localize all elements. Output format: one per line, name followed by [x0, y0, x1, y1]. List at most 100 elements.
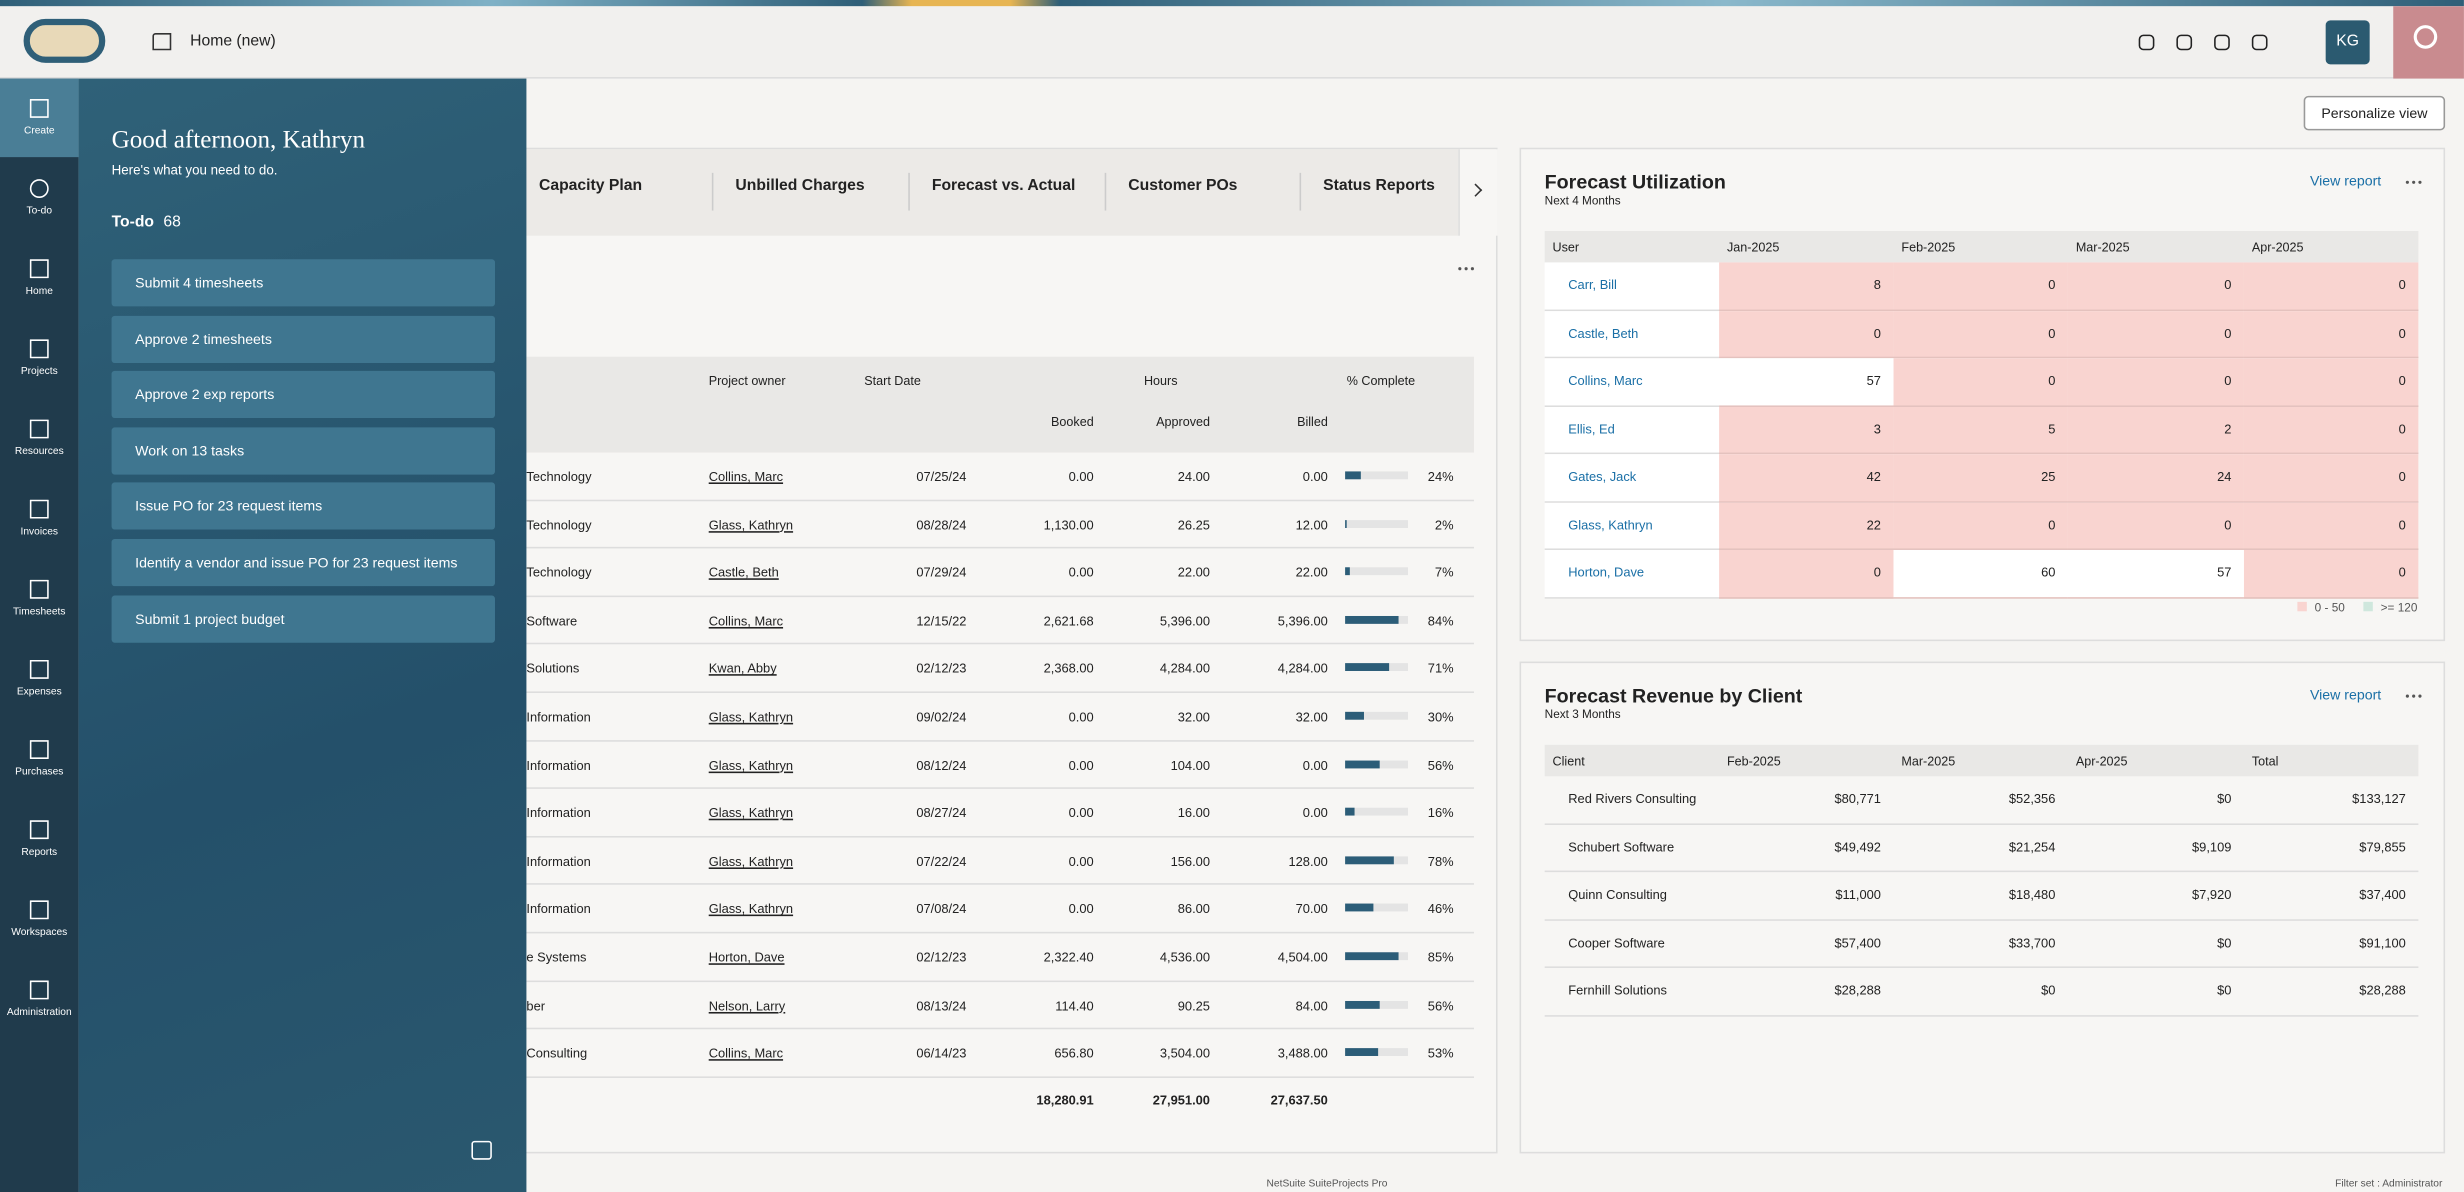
- menu-dot[interactable]: [2412, 694, 2416, 699]
- nav-icon[interactable]: [29, 820, 49, 840]
- project-name[interactable]: Technology: [526, 565, 592, 581]
- tabs-next[interactable]: [1458, 149, 1498, 236]
- project-owner[interactable]: Collins, Marc: [708, 1046, 784, 1061]
- project-owner[interactable]: Glass, Kathryn: [708, 806, 794, 821]
- view-report-link[interactable]: View report: [2309, 686, 2382, 703]
- project-name[interactable]: Information: [526, 854, 591, 869]
- project-name[interactable]: Information: [526, 758, 591, 773]
- project-name[interactable]: Information: [526, 902, 591, 917]
- nav-label[interactable]: Reports: [21, 846, 58, 858]
- nav-label[interactable]: To-do: [26, 205, 53, 217]
- tab[interactable]: Capacity Plan: [538, 177, 643, 195]
- nav-label[interactable]: Projects: [20, 366, 58, 378]
- project-name[interactable]: Technology: [526, 517, 592, 533]
- nav-label[interactable]: Home: [25, 285, 53, 297]
- nav-icon[interactable]: [29, 740, 49, 759]
- project-owner[interactable]: Glass, Kathryn: [708, 710, 794, 725]
- avatar[interactable]: KG: [2325, 20, 2370, 65]
- tab[interactable]: Unbilled Charges: [735, 177, 865, 195]
- todo-item[interactable]: Approve 2 exp reports: [111, 371, 495, 419]
- project-name[interactable]: Software: [526, 614, 578, 629]
- nav-label[interactable]: Invoices: [20, 526, 59, 538]
- tab[interactable]: Forecast vs. Actual: [931, 177, 1076, 195]
- project-owner[interactable]: Castle, Beth: [708, 565, 779, 581]
- todo-item[interactable]: Work on 13 tasks: [111, 427, 495, 475]
- nav-icon[interactable]: [29, 339, 49, 359]
- personalize-button[interactable]: Personalize view: [2303, 95, 2446, 131]
- nav-label[interactable]: Purchases: [15, 766, 64, 778]
- project-name[interactable]: e Systems: [526, 950, 587, 965]
- tab[interactable]: Status Reports: [1323, 177, 1435, 195]
- utilization-cell: [2067, 358, 2244, 407]
- menu-dot[interactable]: [2418, 180, 2423, 185]
- header-icon[interactable]: [2251, 34, 2268, 51]
- user-name[interactable]: Horton, Dave: [1568, 565, 1645, 580]
- nav-icon[interactable]: [29, 980, 49, 1000]
- menu-dot[interactable]: [2405, 694, 2410, 699]
- nav-icon[interactable]: [29, 579, 49, 599]
- user-name[interactable]: Collins, Marc: [1568, 373, 1643, 389]
- project-owner[interactable]: Collins, Marc: [708, 614, 784, 629]
- billed: 84.00: [1295, 998, 1328, 1013]
- todo-item[interactable]: Approve 2 timesheets: [111, 315, 495, 363]
- user-name[interactable]: Gates, Jack: [1568, 469, 1637, 484]
- project-owner[interactable]: Glass, Kathryn: [708, 854, 794, 869]
- project-name[interactable]: Solutions: [526, 662, 580, 677]
- search-icon[interactable]: [2413, 25, 2438, 49]
- todo-item[interactable]: Submit 1 project budget: [111, 594, 495, 643]
- project-name[interactable]: Consulting: [526, 1046, 588, 1061]
- todo-item[interactable]: Identify a vendor and issue PO for 23 re…: [111, 538, 495, 587]
- nav-icon[interactable]: [29, 659, 49, 679]
- nav-label[interactable]: Resources: [14, 446, 64, 458]
- project-name[interactable]: Technology: [526, 469, 592, 484]
- user-name[interactable]: Carr, Bill: [1568, 278, 1617, 293]
- user-name[interactable]: Castle, Beth: [1568, 326, 1639, 341]
- project-name[interactable]: Information: [526, 806, 591, 821]
- menu-dot[interactable]: [2418, 694, 2423, 699]
- menu-dot[interactable]: [1458, 267, 1463, 271]
- menu-dot[interactable]: [2412, 180, 2416, 185]
- project-name[interactable]: Information: [526, 710, 591, 725]
- nav-icon[interactable]: [29, 98, 49, 118]
- project-owner[interactable]: Collins, Marc: [708, 469, 784, 484]
- nav-label[interactable]: Expenses: [16, 686, 62, 698]
- header-icon[interactable]: [2176, 34, 2193, 51]
- menu-dot[interactable]: [1464, 267, 1469, 271]
- nav-icon[interactable]: [29, 900, 49, 920]
- project-owner[interactable]: Glass, Kathryn: [708, 758, 794, 773]
- project-owner[interactable]: Glass, Kathryn: [708, 902, 794, 917]
- project-owner[interactable]: Nelson, Larry: [708, 998, 786, 1013]
- start-date: 07/29/24: [916, 565, 967, 581]
- nav-icon[interactable]: [29, 179, 49, 198]
- project-owner[interactable]: Horton, Dave: [708, 950, 785, 965]
- breadcrumb[interactable]: Home (new): [190, 32, 276, 51]
- project-name[interactable]: ber: [526, 998, 546, 1013]
- logo[interactable]: [23, 18, 106, 63]
- collapse-button[interactable]: [471, 1140, 492, 1160]
- nav-label[interactable]: Administration: [6, 1007, 72, 1019]
- nav-label[interactable]: Timesheets: [13, 606, 66, 618]
- nav-label[interactable]: Create: [23, 125, 55, 137]
- revenue-value: $52,356: [2008, 791, 2056, 807]
- nav-icon[interactable]: [29, 499, 49, 519]
- user-name[interactable]: Ellis, Ed: [1568, 421, 1615, 437]
- view-report-link[interactable]: View report: [2309, 172, 2382, 189]
- percent: 56%: [1427, 758, 1454, 773]
- user-name[interactable]: Glass, Kathryn: [1568, 517, 1653, 532]
- tab[interactable]: Customer POs: [1128, 177, 1238, 195]
- nav-label[interactable]: Workspaces: [11, 927, 68, 939]
- todo-item[interactable]: Issue PO for 23 request items: [111, 483, 495, 531]
- revenue-value: $57,400: [1834, 936, 1881, 951]
- project-owner[interactable]: Kwan, Abby: [708, 662, 777, 677]
- todo-item[interactable]: Submit 4 timesheets: [111, 259, 495, 307]
- header-icon[interactable]: [2138, 34, 2155, 51]
- nav-icon[interactable]: [29, 259, 49, 279]
- billed: 0.00: [1302, 469, 1328, 484]
- progress-track: [1345, 471, 1408, 480]
- menu-dot[interactable]: [2405, 180, 2410, 185]
- menu-dot[interactable]: [1470, 267, 1475, 271]
- header-icon[interactable]: [2214, 34, 2230, 51]
- project-owner[interactable]: Glass, Kathryn: [708, 517, 794, 533]
- nav-icon[interactable]: [29, 419, 49, 439]
